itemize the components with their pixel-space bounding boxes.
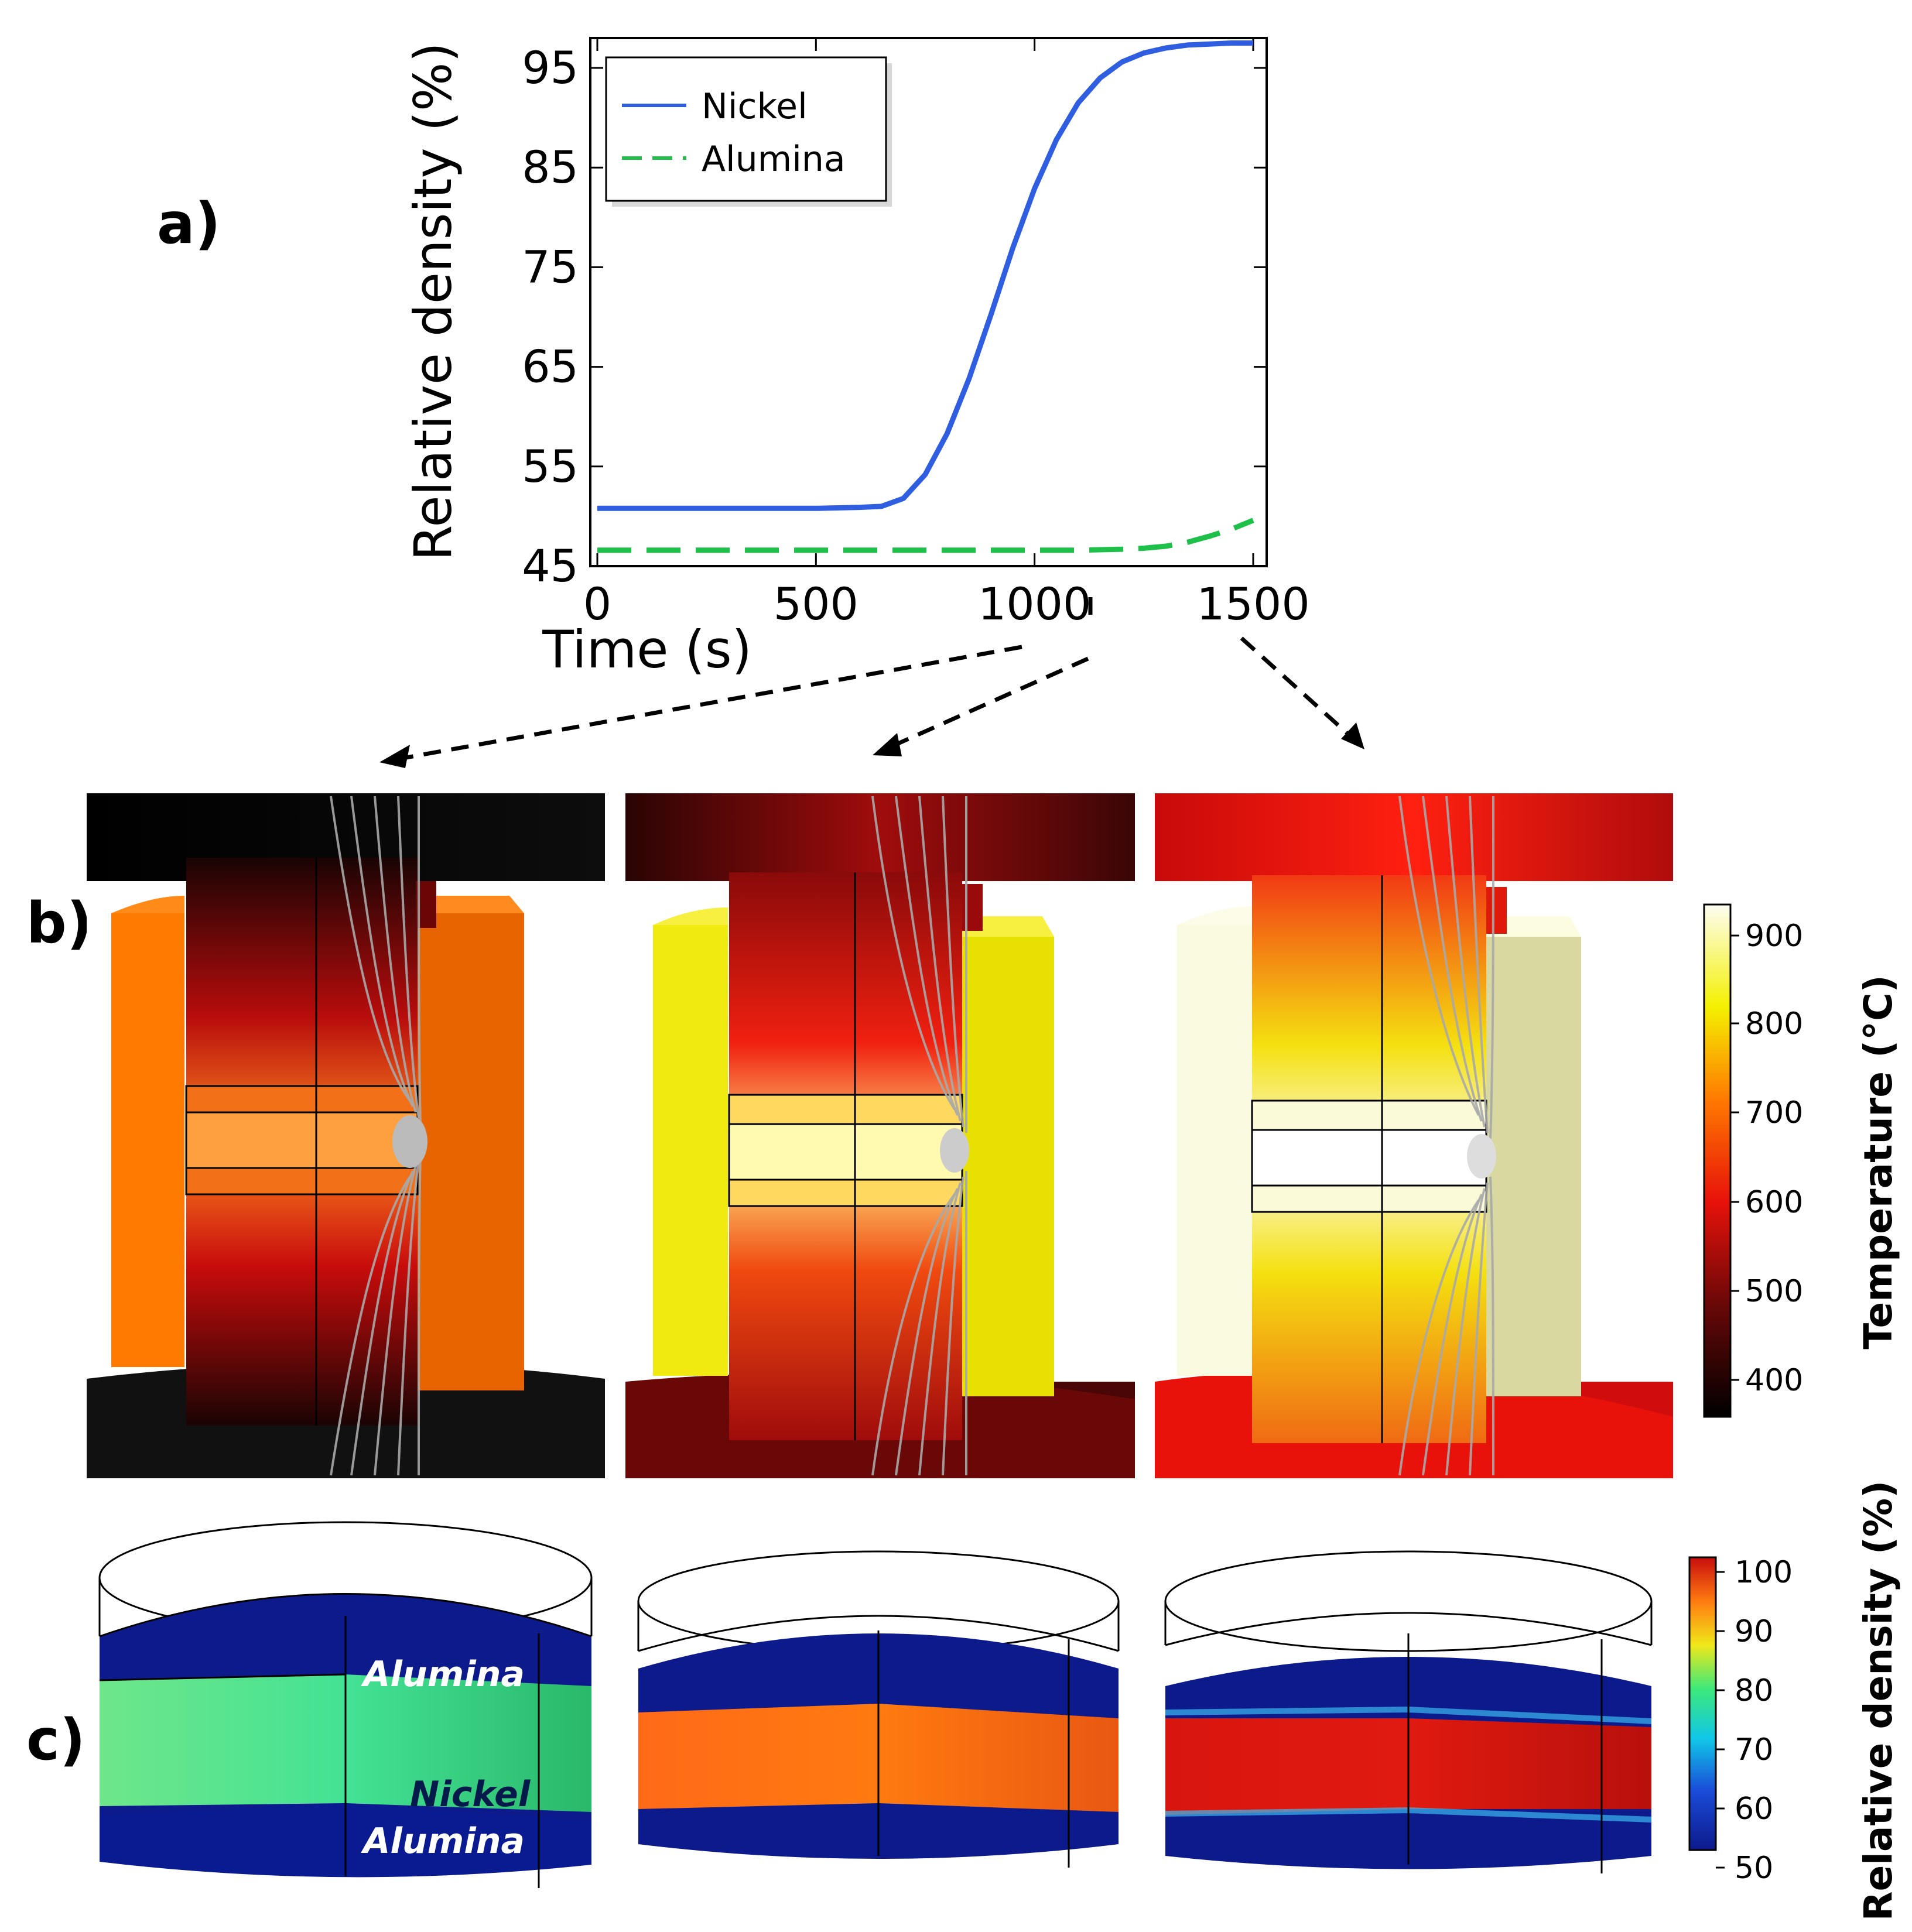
x-axis-ticks: 0 500 1000 1500 [583, 38, 1310, 630]
y-tick-label: 45 [522, 540, 579, 592]
x-axis-label: Time (s) [542, 619, 752, 680]
density-colorbar: 100 90 80 70 60 50 Relative density (%) [1688, 1481, 1901, 1921]
arrow-heads [379, 722, 1364, 768]
legend: Nickel Alumina [605, 56, 892, 207]
temp-tick-label: 800 [1745, 1006, 1803, 1042]
panel-label-c: c) [26, 1707, 85, 1773]
temp-tick-label: 400 [1745, 1363, 1803, 1398]
density-field-t1: Alumina Nickel Alumina [98, 1521, 593, 1888]
density-field-t3 [1164, 1550, 1653, 1873]
density-field-t2 [637, 1550, 1120, 1868]
temperature-field-t2 [625, 793, 1135, 1478]
layer-label-top: Alumina [361, 1654, 525, 1695]
density-tick-label: 90 [1735, 1614, 1773, 1649]
density-tick-label: 50 [1735, 1851, 1773, 1886]
density-tick-label: 60 [1735, 1791, 1773, 1827]
layer-label-middle: Nickel [410, 1774, 531, 1815]
legend-label-alumina: Alumina [702, 139, 846, 180]
x-tick-label: 1000 [978, 578, 1091, 630]
x-tick-label: 500 [774, 578, 858, 630]
temp-tick-label: 900 [1745, 919, 1803, 954]
legend-label-nickel: Nickel [702, 86, 808, 127]
y-tick-label: 95 [522, 42, 579, 94]
time-pointer-arrows [386, 597, 1360, 763]
y-tick-label: 85 [522, 141, 579, 193]
temp-tick-label: 600 [1745, 1185, 1803, 1220]
y-tick-label: 55 [522, 440, 579, 492]
panel-label-a: a) [157, 191, 221, 256]
density-tick-label: 70 [1735, 1732, 1773, 1767]
y-axis-label: Relative density (%) [403, 42, 463, 561]
temp-tick-label: 500 [1745, 1274, 1803, 1309]
temp-tick-label: 700 [1745, 1095, 1803, 1131]
temperature-colorbar-title: Temperature (°C) [1856, 975, 1901, 1349]
layer-label-bottom: Alumina [361, 1821, 525, 1862]
y-tick-label: 65 [522, 341, 579, 393]
series-line-alumina [597, 518, 1254, 553]
temperature-colorbar: 900 800 700 600 500 400 Temperature (°C) [1703, 903, 1901, 1418]
y-axis-ticks: 45 55 65 75 85 95 [522, 42, 1267, 592]
density-tick-label: 80 [1735, 1673, 1773, 1708]
x-tick-label: 1500 [1196, 578, 1309, 630]
series-layer [597, 40, 1254, 553]
series-line-nickel [597, 40, 1253, 511]
x-tick-label: 0 [583, 578, 611, 630]
y-tick-label: 75 [522, 241, 579, 293]
density-vs-time-chart: 45 55 65 75 85 95 0 500 1000 1500 Relative densi… [403, 37, 1310, 680]
temperature-field-t1 [87, 793, 605, 1478]
density-tick-label: 100 [1735, 1555, 1793, 1590]
panel-label-b: b) [26, 890, 93, 956]
temperature-field-t3 [1155, 793, 1673, 1478]
density-colorbar-title: Relative density (%) [1856, 1481, 1901, 1921]
